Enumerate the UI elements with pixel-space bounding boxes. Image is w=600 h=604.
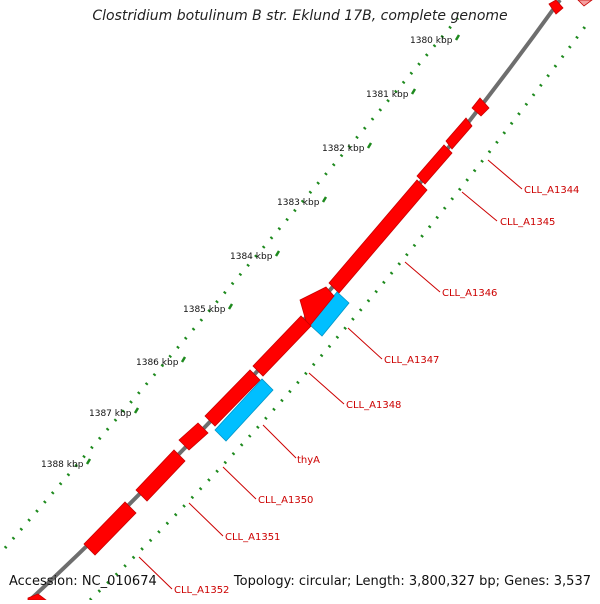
gene-label-leader [138, 556, 173, 590]
tick-label: 1386 kbp [136, 358, 179, 368]
tick-mark [321, 196, 328, 203]
tick-label: 1380 kbp [410, 36, 453, 46]
gene-label-leader [188, 502, 224, 537]
tick-mark [133, 407, 140, 414]
genome-title: Clostridium botulinum B str. Eklund 17B,… [92, 8, 508, 24]
tick-label: 1384 kbp [230, 252, 273, 262]
genome-backbone [28, 0, 562, 602]
gene-label-leader [404, 261, 441, 293]
gene-feature[interactable] [328, 179, 428, 294]
tick-mark [227, 303, 234, 310]
tick-mark [454, 34, 461, 41]
gene-feature[interactable] [135, 449, 186, 502]
gene-label[interactable]: CLL_A1345 [500, 217, 555, 228]
tick-label: 1383 kbp [277, 198, 320, 208]
gene-feature[interactable] [252, 315, 312, 377]
tick-mark [180, 356, 187, 363]
gene-features [27, 0, 593, 601]
gene-label[interactable]: CLL_A1348 [346, 400, 401, 411]
gene-label[interactable]: CLL_A1347 [384, 355, 439, 366]
gene-labels: CLL_A1344 CLL_A1345 CLL_A1346 CLL_A1347 CLL_… [138, 159, 579, 596]
gene-feature[interactable] [27, 593, 48, 601]
gene-feature[interactable] [471, 97, 490, 117]
gene-label-leader [347, 327, 383, 360]
inner-dotted-track [88, 19, 592, 602]
tick-label: 1387 kbp [89, 409, 132, 419]
gene-feature[interactable] [416, 144, 453, 185]
gene-feature[interactable] [214, 378, 274, 442]
gene-label[interactable]: CLL_A1346 [442, 288, 497, 299]
gene-label-leader [461, 191, 498, 222]
gene-feature[interactable] [445, 117, 473, 150]
accession-text: Accession: NC_010674 [9, 574, 157, 589]
gene-feature[interactable] [178, 422, 209, 451]
tick-label: 1388 kbp [41, 460, 84, 470]
gene-label-leader [222, 466, 257, 500]
genome-summary-text: Topology: circular; Length: 3,800,327 bp… [233, 574, 591, 589]
tick-mark [85, 458, 92, 465]
tick-label: 1385 kbp [183, 305, 226, 315]
gene-label[interactable]: CLL_A1344 [524, 185, 579, 196]
gene-label[interactable]: CLL_A1350 [258, 495, 313, 506]
gene-label[interactable]: CLL_A1352 [174, 585, 229, 596]
gene-feature[interactable] [299, 286, 335, 329]
gene-label[interactable]: thyA [297, 455, 320, 466]
gene-feature[interactable] [548, 0, 564, 15]
tick-mark [410, 88, 417, 95]
tick-label: 1381 kbp [366, 90, 409, 100]
tick-marks: 1380 kbp 1381 kbp 1382 kbp 1383 kbp 1384 kbp… [41, 34, 461, 470]
gene-feature[interactable] [577, 0, 593, 7]
gene-feature[interactable] [204, 369, 261, 427]
gene-label-leader [262, 424, 297, 459]
tick-mark [274, 250, 281, 257]
gene-label-leader [487, 159, 523, 190]
tick-mark [366, 142, 373, 149]
gene-label[interactable]: CLL_A1351 [225, 532, 280, 543]
tick-label: 1382 kbp [322, 144, 365, 154]
gene-feature[interactable] [83, 501, 137, 556]
gene-label-leader [308, 372, 345, 405]
